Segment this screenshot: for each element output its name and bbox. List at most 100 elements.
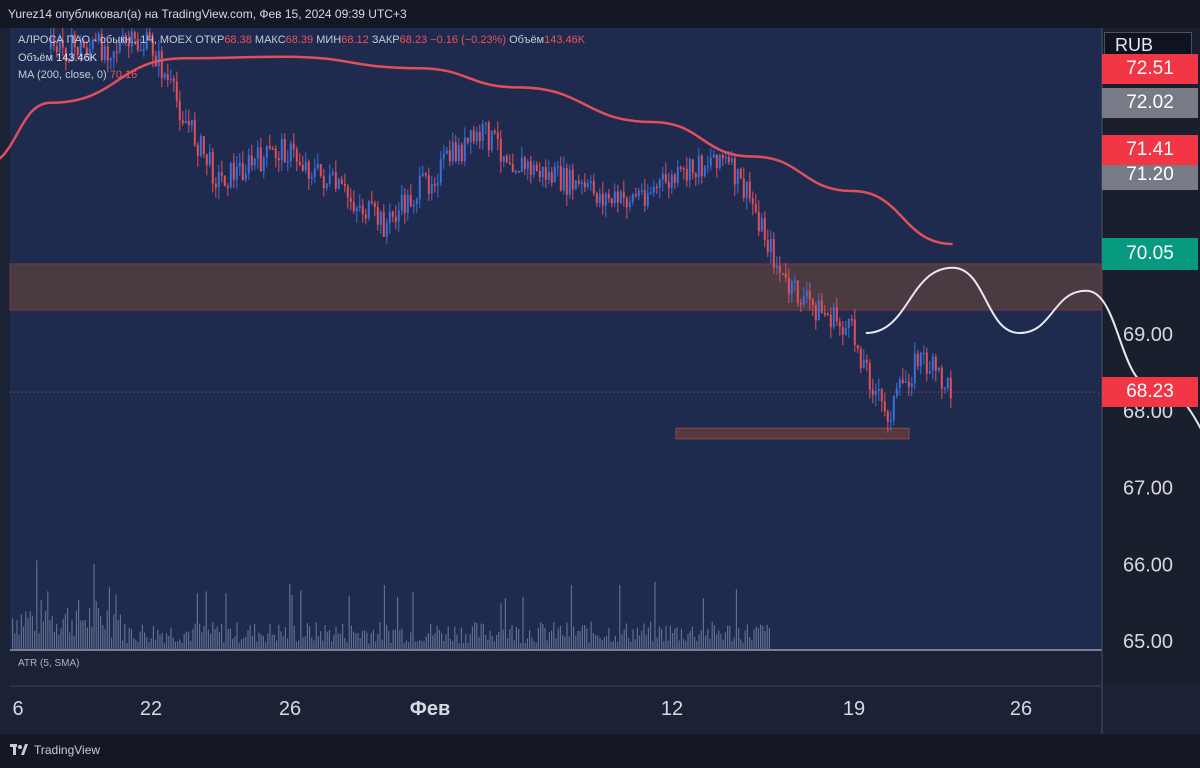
candle-body bbox=[511, 163, 514, 173]
candle-body bbox=[844, 327, 847, 335]
candle-body bbox=[337, 179, 340, 189]
candle-body bbox=[898, 379, 901, 388]
volume-bar bbox=[740, 639, 742, 650]
candle-body bbox=[820, 300, 823, 313]
volume-bar bbox=[592, 633, 594, 650]
candle-body bbox=[910, 383, 913, 388]
candle-body bbox=[697, 155, 700, 178]
volume-bar bbox=[20, 614, 22, 650]
candle-body bbox=[742, 178, 745, 198]
volume-bar bbox=[139, 631, 141, 650]
candle-body bbox=[487, 122, 490, 151]
volume-bar bbox=[210, 633, 212, 650]
volume-bar bbox=[170, 627, 172, 650]
candle-body bbox=[670, 174, 673, 188]
volume-bar bbox=[744, 630, 746, 650]
volume-bar bbox=[342, 623, 344, 650]
candle-body bbox=[64, 47, 67, 61]
volume-bar bbox=[258, 632, 260, 650]
volume-bar bbox=[276, 640, 278, 650]
candle-body bbox=[577, 180, 580, 184]
volume-bar bbox=[269, 623, 271, 650]
tradingview-logo[interactable]: TradingView bbox=[10, 743, 100, 757]
candle-body bbox=[682, 167, 685, 170]
candle-body bbox=[433, 183, 436, 186]
candle-body bbox=[703, 166, 706, 177]
volume-bar bbox=[62, 619, 64, 650]
candle-body bbox=[478, 131, 481, 141]
candle-body bbox=[688, 159, 691, 181]
candle-body bbox=[592, 181, 595, 194]
candle-body bbox=[73, 34, 76, 48]
volume-bar bbox=[570, 585, 572, 650]
candle-body bbox=[871, 389, 874, 395]
volume-bar bbox=[405, 640, 407, 650]
candle-body bbox=[547, 171, 550, 180]
candle-body bbox=[331, 172, 334, 175]
candle-body bbox=[781, 273, 784, 275]
volume-bar bbox=[229, 628, 231, 650]
candle-body bbox=[274, 148, 277, 158]
candle-body bbox=[202, 136, 205, 155]
volume-bar bbox=[368, 643, 370, 650]
volume-bar bbox=[174, 641, 176, 650]
volume-bar bbox=[588, 642, 590, 650]
candle-body bbox=[640, 190, 643, 192]
volume-bar bbox=[172, 637, 174, 650]
candle-body bbox=[940, 367, 943, 389]
volume-bar bbox=[436, 626, 438, 650]
candle-body bbox=[181, 120, 184, 124]
volume-bar bbox=[350, 625, 352, 650]
volume-bar bbox=[513, 640, 515, 650]
candle-body bbox=[145, 32, 148, 50]
volume-bar bbox=[518, 629, 520, 650]
volume-bar bbox=[328, 629, 330, 650]
volume-bar bbox=[676, 627, 678, 650]
volume-bar bbox=[427, 633, 429, 650]
legend-volume-line-label: Объём bbox=[18, 52, 54, 64]
volume-bar bbox=[333, 635, 335, 650]
volume-bar bbox=[183, 633, 185, 650]
volume-bar bbox=[293, 625, 295, 650]
volume-bar bbox=[298, 640, 300, 650]
volume-bar bbox=[102, 625, 104, 650]
candle-body bbox=[652, 186, 655, 193]
candle-body bbox=[679, 167, 682, 169]
volume-bar bbox=[485, 634, 487, 650]
volume-bar bbox=[562, 634, 564, 650]
volume-bar bbox=[201, 632, 203, 650]
candle-body bbox=[58, 39, 61, 53]
volume-bar bbox=[760, 624, 762, 650]
volume-bar bbox=[177, 641, 179, 650]
volume-bar bbox=[658, 626, 660, 650]
candle-body bbox=[244, 173, 247, 180]
volume-bar bbox=[25, 611, 27, 650]
atr-indicator-label: ATR (5, SMA) bbox=[18, 658, 80, 669]
y-tick-label: 67.00 bbox=[1123, 478, 1173, 500]
candle-body bbox=[469, 130, 472, 143]
candle-body bbox=[598, 193, 601, 203]
volume-bar bbox=[111, 637, 113, 650]
x-tick-label: 26 bbox=[1010, 698, 1032, 720]
x-tick-label: 26 bbox=[279, 698, 301, 720]
volume-bar bbox=[647, 627, 649, 650]
volume-bar bbox=[458, 643, 460, 650]
volume-bar bbox=[452, 641, 454, 650]
volume-bar bbox=[524, 643, 526, 650]
candle-body bbox=[286, 161, 289, 163]
volume-bar bbox=[95, 600, 97, 650]
volume-bar bbox=[262, 636, 264, 650]
candle-body bbox=[661, 174, 664, 180]
candle-body bbox=[424, 173, 427, 176]
candle-body bbox=[310, 177, 313, 179]
volume-bar bbox=[146, 637, 148, 650]
legend-close-label: ЗАКР bbox=[371, 34, 400, 46]
currency-button[interactable]: RUB bbox=[1104, 32, 1192, 56]
price-chart[interactable]: 71.0069.0068.0067.0066.0065.0062226Фев12… bbox=[0, 28, 1200, 734]
candle-body bbox=[100, 33, 103, 60]
candle-body bbox=[160, 51, 163, 78]
volume-bar bbox=[313, 640, 315, 650]
candle-body bbox=[283, 139, 286, 163]
volume-bar bbox=[67, 607, 69, 650]
volume-bar bbox=[135, 639, 137, 650]
